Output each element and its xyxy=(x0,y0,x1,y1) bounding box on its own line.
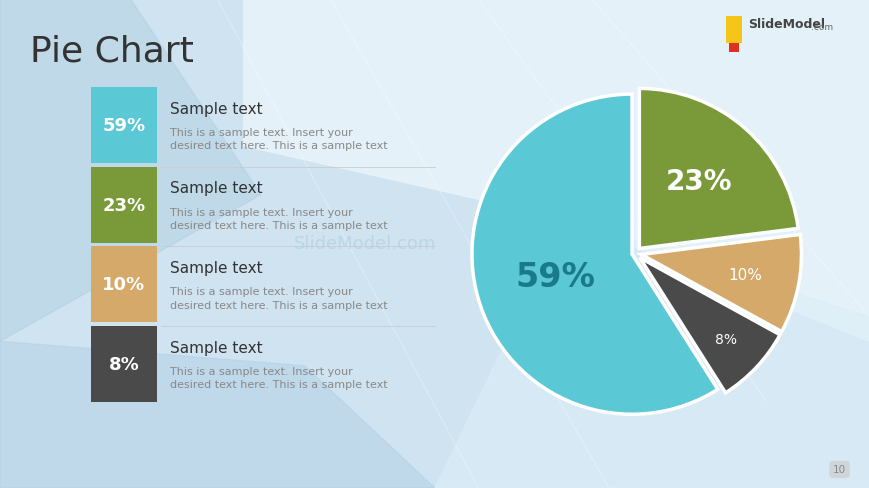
Text: Sample text: Sample text xyxy=(169,340,262,355)
Text: 59%: 59% xyxy=(514,261,594,293)
Bar xyxy=(91,247,156,323)
Wedge shape xyxy=(639,89,797,249)
Polygon shape xyxy=(0,0,261,342)
Text: 10%: 10% xyxy=(103,276,145,294)
FancyBboxPatch shape xyxy=(728,44,739,53)
Text: This is a sample text. Insert your
desired text here. This is a sample text: This is a sample text. Insert your desir… xyxy=(169,207,387,230)
FancyBboxPatch shape xyxy=(726,17,741,44)
Polygon shape xyxy=(434,220,869,488)
Text: 10%: 10% xyxy=(727,267,761,282)
Text: 8%: 8% xyxy=(714,332,736,346)
Polygon shape xyxy=(243,0,869,342)
Text: This is a sample text. Insert your
desired text here. This is a sample text: This is a sample text. Insert your desir… xyxy=(169,287,387,310)
Text: 10: 10 xyxy=(832,465,846,474)
Bar xyxy=(91,326,156,402)
Text: 8%: 8% xyxy=(109,355,139,373)
Text: SlideModel.com: SlideModel.com xyxy=(294,235,436,253)
Text: 23%: 23% xyxy=(665,168,731,196)
Text: SlideModel: SlideModel xyxy=(747,18,825,31)
Wedge shape xyxy=(639,258,779,393)
Text: 59%: 59% xyxy=(103,117,145,135)
Text: Sample text: Sample text xyxy=(169,181,262,196)
Bar xyxy=(91,88,156,163)
Text: Pie Chart: Pie Chart xyxy=(30,34,194,68)
Text: 23%: 23% xyxy=(103,196,145,214)
Bar xyxy=(91,167,156,243)
Wedge shape xyxy=(640,235,800,332)
Text: .com: .com xyxy=(810,23,832,32)
Wedge shape xyxy=(471,95,717,414)
Text: Sample text: Sample text xyxy=(169,261,262,276)
Polygon shape xyxy=(0,342,434,488)
Text: Sample text: Sample text xyxy=(169,102,262,117)
Text: This is a sample text. Insert your
desired text here. This is a sample text: This is a sample text. Insert your desir… xyxy=(169,366,387,389)
Text: This is a sample text. Insert your
desired text here. This is a sample text: This is a sample text. Insert your desir… xyxy=(169,128,387,151)
